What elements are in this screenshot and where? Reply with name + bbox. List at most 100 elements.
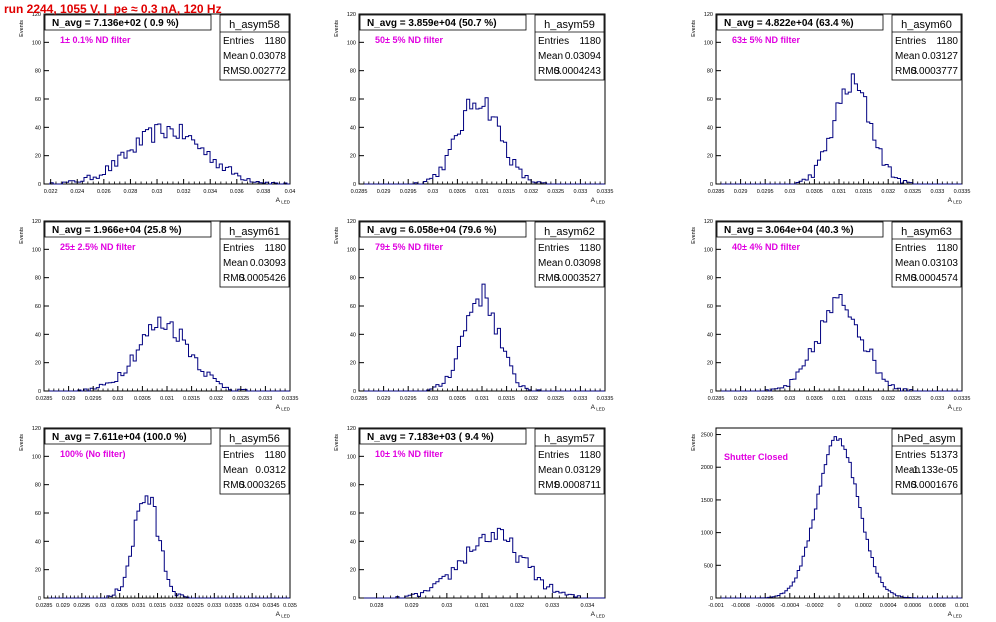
histogram-panel-h_asym60: 0.0285 0.029 0.0295 0.03 0.0305 0.031 0.0315 0.… (691, 12, 970, 205)
y-tick-label: 0 (710, 596, 713, 602)
filter-annotation: 100% (No filter) (60, 449, 126, 459)
x-tick-label: 0.032 (524, 396, 538, 402)
x-tick-label: 0 (837, 603, 840, 609)
x-tick-label: 0.033 (207, 603, 221, 609)
y-tick-label: 20 (350, 568, 356, 574)
y-tick-label: 20 (350, 361, 356, 367)
stats-label: Entries (538, 36, 569, 47)
x-tick-label: 0.033 (574, 189, 588, 195)
x-tick-label: 0.0285 (351, 189, 368, 195)
x-axis-label: A LED (948, 611, 963, 619)
histogram-panel-h_asym63: 0.0285 0.029 0.0295 0.03 0.0305 0.031 0.0315 0.… (691, 219, 970, 412)
stats-label: RMS (538, 66, 561, 77)
y-tick-label: 0 (710, 389, 713, 395)
x-tick-label: 0.0295 (757, 396, 774, 402)
stats-label: Mean (895, 51, 920, 62)
y-axis-label: Events (334, 20, 340, 37)
y-tick-label: 80 (350, 69, 356, 75)
x-tick-label: 0.0285 (708, 189, 725, 195)
filter-annotation: 50± 5% ND filter (375, 35, 443, 45)
x-tick-label: 0.0295 (400, 396, 417, 402)
x-tick-label: 0.033 (574, 396, 588, 402)
x-tick-label: 0.038 (257, 189, 271, 195)
stats-label: Mean (538, 258, 563, 269)
x-tick-label: 0.036 (230, 189, 244, 195)
x-tick-label: 0.0325 (547, 396, 564, 402)
y-tick-label: 60 (350, 511, 356, 517)
x-tick-label: 0.029 (734, 396, 748, 402)
y-tick-label: 20 (707, 361, 713, 367)
stats-value: 0.0004574 (911, 273, 959, 284)
histogram-line (716, 293, 962, 392)
stats-label: Mean (895, 258, 920, 269)
x-tick-label: 0.0305 (449, 189, 466, 195)
stats-label: Mean (223, 465, 248, 476)
stats-value: 1180 (264, 36, 286, 47)
y-tick-label: 120 (704, 219, 713, 225)
x-tick-label: 0.04 (285, 189, 296, 195)
stats-value: 1180 (264, 243, 286, 254)
x-tick-label: 0.0335 (597, 396, 614, 402)
x-tick-label: 0.028 (124, 189, 138, 195)
y-tick-label: 120 (32, 219, 41, 225)
x-tick-label: 0.0004 (880, 603, 897, 609)
x-tick-label: 0.0305 (134, 396, 151, 402)
stats-box (891, 428, 962, 495)
title-box (44, 14, 212, 31)
histogram-line (716, 436, 962, 599)
histogram-line (359, 283, 605, 392)
x-axis-label: A LED (591, 197, 606, 205)
x-tick-label: 0.0335 (282, 396, 299, 402)
x-tick-label: 0.0285 (36, 396, 53, 402)
stats-value: 0.0004243 (554, 66, 602, 77)
histogram-name: h_asym63 (901, 226, 952, 238)
x-tick-label: 0.03 (152, 189, 163, 195)
histogram-title: N_avg = 7.136e+02 ( 0.9 %) (52, 18, 179, 29)
x-tick-label: -0.0002 (805, 603, 824, 609)
stats-box (534, 14, 605, 81)
y-tick-label: 80 (35, 276, 41, 282)
x-tick-label: -0.0006 (756, 603, 775, 609)
x-tick-label: 0.0325 (904, 396, 921, 402)
y-tick-label: 100 (347, 40, 356, 46)
stats-value: 0.03103 (922, 258, 959, 269)
x-tick-label: 0.0305 (806, 396, 823, 402)
stats-label: RMS (223, 66, 246, 77)
x-tick-label: 0.0315 (855, 189, 872, 195)
stats-value: 0.0001676 (911, 480, 959, 491)
x-tick-label: 0.0345 (263, 603, 280, 609)
stats-value: 0.0003527 (554, 273, 602, 284)
x-tick-label: 0.032 (510, 603, 524, 609)
stats-value: 0.0003265 (239, 480, 287, 491)
y-tick-label: 80 (35, 69, 41, 75)
x-axis-label: A LED (276, 197, 291, 205)
y-tick-label: 120 (32, 12, 41, 18)
x-tick-label: 0.031 (832, 396, 846, 402)
y-tick-label: 80 (350, 276, 356, 282)
y-tick-label: 80 (707, 276, 713, 282)
x-tick-label: 0.029 (62, 396, 76, 402)
stats-value: 0.03093 (250, 258, 287, 269)
y-tick-label: 2000 (701, 465, 713, 471)
y-tick-label: 60 (350, 97, 356, 103)
stats-value: 1180 (936, 36, 958, 47)
stats-value: 0.0003777 (911, 66, 959, 77)
y-tick-label: 20 (707, 154, 713, 160)
x-tick-label: 0.029 (56, 603, 70, 609)
stats-label: Entries (223, 243, 254, 254)
stats-value: 1180 (579, 450, 601, 461)
histogram-line (359, 527, 605, 599)
stats-label: RMS (223, 480, 246, 491)
x-tick-label: 0.033 (259, 396, 273, 402)
histogram-panel-h_asym59: 0.0285 0.029 0.0295 0.03 0.0305 0.031 0.0315 0.… (334, 12, 613, 205)
stats-label: Mean (538, 51, 563, 62)
y-tick-label: 0 (38, 182, 41, 188)
x-tick-label: 0.034 (203, 189, 217, 195)
stats-label: Mean (538, 465, 563, 476)
x-tick-label: 0.033 (545, 603, 559, 609)
stats-box (219, 221, 290, 288)
x-tick-label: 0.03 (784, 396, 795, 402)
y-tick-label: 40 (35, 332, 41, 338)
histogram-line (44, 316, 290, 392)
x-tick-label: 0.0008 (929, 603, 946, 609)
